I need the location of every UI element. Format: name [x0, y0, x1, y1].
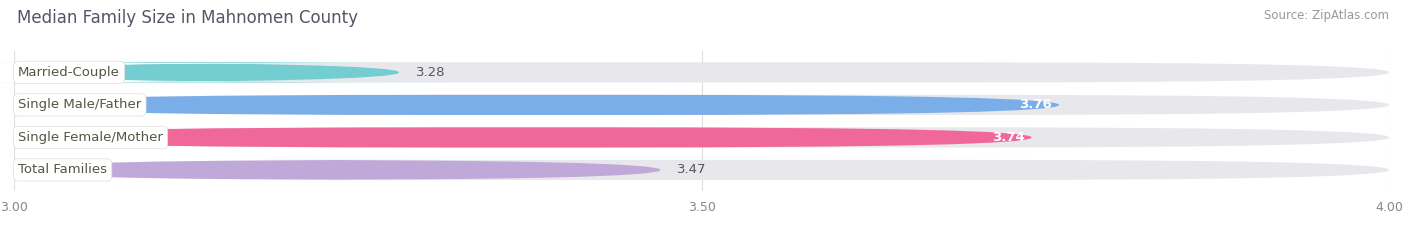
- Text: Single Male/Father: Single Male/Father: [18, 98, 142, 111]
- Text: 3.28: 3.28: [416, 66, 446, 79]
- FancyBboxPatch shape: [14, 127, 1032, 147]
- FancyBboxPatch shape: [14, 95, 1059, 115]
- FancyBboxPatch shape: [14, 127, 1389, 147]
- Text: 3.74: 3.74: [993, 131, 1025, 144]
- Text: Married-Couple: Married-Couple: [18, 66, 120, 79]
- Text: 3.47: 3.47: [676, 163, 706, 176]
- FancyBboxPatch shape: [14, 160, 661, 180]
- Text: Median Family Size in Mahnomen County: Median Family Size in Mahnomen County: [17, 9, 359, 27]
- FancyBboxPatch shape: [14, 95, 1389, 115]
- FancyBboxPatch shape: [0, 62, 440, 82]
- FancyBboxPatch shape: [14, 160, 1389, 180]
- Text: Source: ZipAtlas.com: Source: ZipAtlas.com: [1264, 9, 1389, 22]
- Text: Single Female/Mother: Single Female/Mother: [18, 131, 163, 144]
- FancyBboxPatch shape: [14, 62, 1389, 82]
- Text: Total Families: Total Families: [18, 163, 107, 176]
- Text: 3.76: 3.76: [1019, 98, 1052, 111]
